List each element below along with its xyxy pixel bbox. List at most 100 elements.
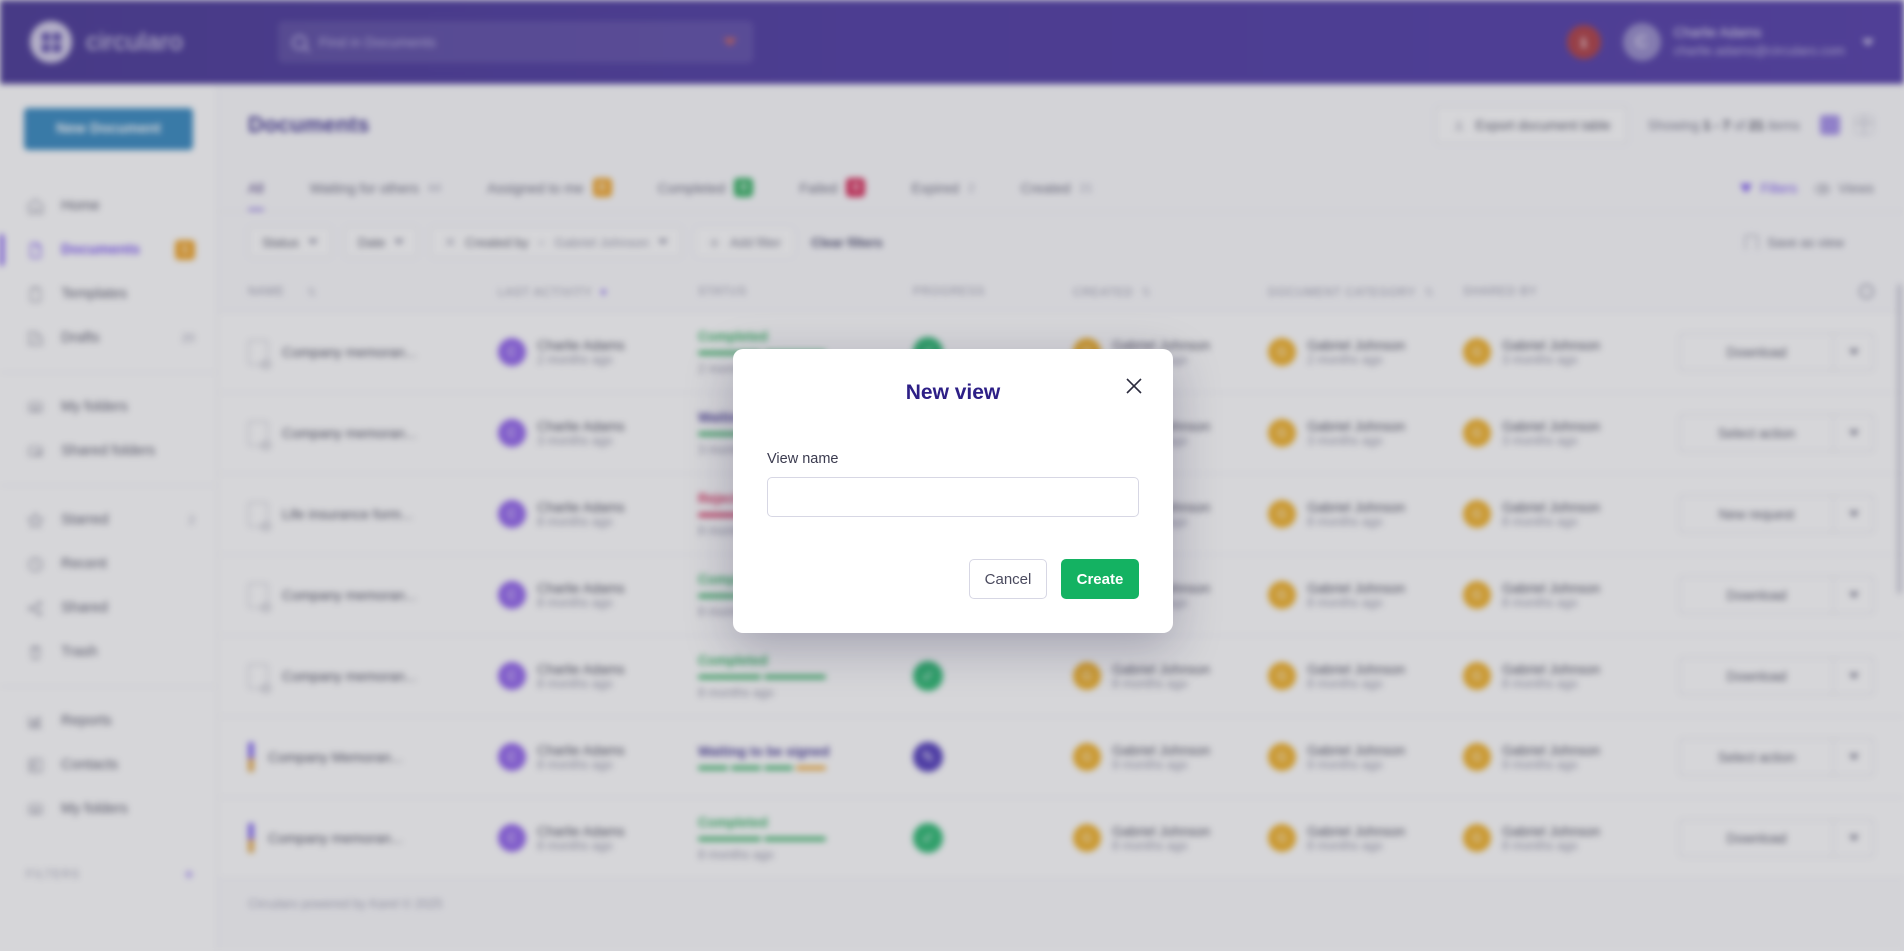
cell-name[interactable]: Company memoran... (248, 582, 498, 611)
cell-name[interactable]: Company memoran... (248, 420, 498, 449)
document-icon (248, 582, 270, 611)
tab-count: 44 (427, 180, 442, 195)
row-action-button[interactable]: Select action (1679, 738, 1834, 776)
cell-name[interactable]: Company Memoran... (248, 742, 498, 772)
chevron-down-icon[interactable] (723, 38, 737, 46)
column-header-last-activity[interactable]: LAST ACTIVITY ▾ (498, 285, 698, 299)
sidebar-item-documents[interactable]: Documents 1 (0, 228, 217, 272)
column-settings[interactable] (1859, 284, 1874, 299)
row-action-dropdown[interactable] (1834, 657, 1874, 695)
person-time: 3 months ago (1502, 433, 1578, 448)
column-header-status[interactable]: STATUS (698, 286, 913, 298)
sidebar-item-shared[interactable]: Shared (0, 586, 217, 630)
topbar-right: 1 C Charlie Adams charlie.adams@circular… (1566, 23, 1874, 61)
cell-name[interactable]: Company memoran... (248, 823, 498, 853)
tab-label: All (248, 179, 264, 196)
chevron-down-icon (394, 239, 405, 245)
row-action-button[interactable]: New request (1679, 495, 1834, 533)
table-row[interactable]: Company memoran... C Charlie Adams 8 months… (218, 636, 1904, 717)
sidebar-item-label: Recent (61, 556, 107, 572)
sidebar-item-recent[interactable]: Recent (0, 542, 217, 586)
plus-icon: ＋ (707, 235, 721, 251)
cell-name[interactable]: Company memoran... (248, 663, 498, 692)
filter-created-by[interactable]: ✕ Created by = Gabriel Johnson (430, 226, 682, 258)
cell-name[interactable]: Life insurance form... (248, 501, 498, 530)
sidebar-item-contacts[interactable]: Contacts (0, 743, 217, 787)
row-action-dropdown[interactable] (1834, 495, 1874, 533)
sidebar-badge: 1 (175, 240, 195, 260)
table-row[interactable]: Company Memoran... C Charlie Adams 8 months… (218, 717, 1904, 798)
document-name: Company memoran... (282, 668, 417, 684)
filter-date[interactable]: Date (343, 226, 419, 258)
tab-all[interactable]: All (248, 168, 264, 211)
save-as-view-button[interactable]: Save as view (1745, 234, 1874, 250)
filters-button[interactable]: Filters (1740, 181, 1797, 196)
column-header-shared-by[interactable]: SHARED BY (1463, 286, 1668, 298)
chart-icon (28, 715, 42, 729)
row-action-dropdown[interactable] (1834, 333, 1874, 371)
row-action-button[interactable]: Download (1679, 333, 1834, 371)
row-action-dropdown[interactable] (1834, 414, 1874, 452)
row-action-dropdown[interactable] (1834, 819, 1874, 857)
row-action-button[interactable]: Download (1679, 819, 1834, 857)
column-header-created[interactable]: CREATED ⇅ (1073, 285, 1268, 299)
grid-view-icon[interactable] (1854, 115, 1874, 135)
tab-assigned-to-me[interactable]: Assigned to me 0 (487, 166, 612, 211)
new-document-button[interactable]: New Document (24, 108, 193, 150)
clear-filters-button[interactable]: Clear filters (811, 234, 883, 250)
cell-status: Completed 8 months ago (698, 815, 913, 862)
global-search[interactable]: Find in Documents (278, 21, 753, 63)
sidebar-item-reports[interactable]: Reports (0, 699, 217, 743)
column-header-name[interactable]: NAME ⇅ (248, 285, 498, 299)
row-action-button[interactable]: Download (1679, 576, 1834, 614)
sidebar-item-trash[interactable]: Trash (0, 630, 217, 674)
cell-action: New request (1679, 495, 1874, 533)
scrollbar[interactable] (1897, 284, 1902, 594)
tab-failed[interactable]: Failed 0 (799, 166, 866, 211)
view-name-input[interactable] (767, 477, 1139, 517)
filter-status[interactable]: Status (248, 226, 332, 258)
column-header-document-category[interactable]: DOCUMENT CATEGORY ⇅ (1268, 285, 1463, 299)
sidebar-item-home[interactable]: Home (0, 184, 217, 228)
brand-logo[interactable]: circularo (30, 21, 230, 63)
row-action-button[interactable]: Download (1679, 657, 1834, 695)
tab-created[interactable]: Created 21 (1021, 168, 1093, 210)
sidebar-item-my-folders-2[interactable]: My folders (0, 787, 217, 831)
row-action-button[interactable]: Select action (1679, 414, 1834, 452)
row-action-dropdown[interactable] (1834, 738, 1874, 776)
sidebar-item-starred[interactable]: Starred 2 (0, 498, 217, 542)
chevron-down-icon[interactable] (1862, 38, 1874, 46)
close-icon[interactable] (1123, 375, 1145, 397)
tab-waiting-for-others[interactable]: Waiting for others 44 (310, 168, 442, 210)
add-filter-button[interactable]: ＋ Add filter (693, 226, 796, 258)
table-row[interactable]: Company memoran... C Charlie Adams 8 months… (218, 798, 1904, 879)
document-icon (30, 242, 41, 258)
cancel-button[interactable]: Cancel (969, 559, 1047, 599)
avatar: C (498, 743, 526, 771)
tab-completed[interactable]: Completed 0 (658, 166, 754, 211)
sidebar-item-shared-folders[interactable]: Shared folders (0, 429, 217, 473)
row-action-dropdown[interactable] (1834, 576, 1874, 614)
close-icon[interactable]: ✕ (444, 233, 457, 250)
sidebar-group-2: My folders Shared folders (0, 372, 217, 485)
notification-badge[interactable]: 1 (1566, 25, 1601, 59)
views-button[interactable]: Views (1815, 181, 1874, 196)
add-filter-icon[interactable]: + (183, 865, 195, 884)
gear-icon[interactable] (1859, 284, 1874, 299)
list-view-icon[interactable] (1820, 115, 1840, 135)
create-button[interactable]: Create (1061, 559, 1139, 599)
sidebar-item-templates[interactable]: Templates (0, 272, 217, 316)
sidebar-item-drafts[interactable]: Drafts 20 (0, 316, 217, 360)
tab-expired[interactable]: Expired 2 (911, 168, 974, 210)
user-menu[interactable]: C Charlie Adams charlie.adams@circularo.… (1622, 23, 1874, 61)
filter-date-label: Date (357, 234, 386, 250)
cell-name[interactable]: Company memoran... (248, 339, 498, 368)
person-name: Gabriel Johnson (1307, 823, 1406, 839)
avatar: C (498, 824, 526, 852)
sidebar-count: 20 (181, 331, 195, 345)
export-document-table-button[interactable]: Export document table (1434, 106, 1628, 144)
column-header-progress[interactable]: PROGRESS (913, 286, 1073, 298)
person-time: 8 months ago (537, 676, 613, 691)
table-row[interactable]: Company memoran... C Charlie Adams 2 months… (218, 312, 1904, 393)
sidebar-item-my-folders[interactable]: My folders (0, 385, 217, 429)
